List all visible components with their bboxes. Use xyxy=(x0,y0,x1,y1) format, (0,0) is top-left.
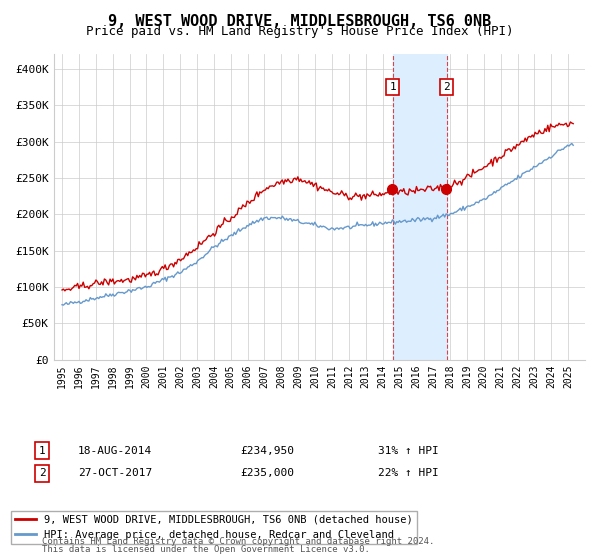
Text: £234,950: £234,950 xyxy=(240,446,294,456)
Text: 1: 1 xyxy=(38,446,46,456)
Text: 22% ↑ HPI: 22% ↑ HPI xyxy=(378,468,439,478)
Bar xyxy=(392,54,446,360)
Text: 18-AUG-2014: 18-AUG-2014 xyxy=(78,446,152,456)
Text: 2: 2 xyxy=(443,82,450,92)
Text: 27-OCT-2017: 27-OCT-2017 xyxy=(78,468,152,478)
Text: 9, WEST WOOD DRIVE, MIDDLESBROUGH, TS6 0NB: 9, WEST WOOD DRIVE, MIDDLESBROUGH, TS6 0… xyxy=(109,14,491,29)
Text: £235,000: £235,000 xyxy=(240,468,294,478)
Text: Price paid vs. HM Land Registry's House Price Index (HPI): Price paid vs. HM Land Registry's House … xyxy=(86,25,514,38)
Text: 31% ↑ HPI: 31% ↑ HPI xyxy=(378,446,439,456)
Text: 2: 2 xyxy=(38,468,46,478)
Text: This data is licensed under the Open Government Licence v3.0.: This data is licensed under the Open Gov… xyxy=(42,545,370,554)
Legend: 9, WEST WOOD DRIVE, MIDDLESBROUGH, TS6 0NB (detached house), HPI: Average price,: 9, WEST WOOD DRIVE, MIDDLESBROUGH, TS6 0… xyxy=(11,511,417,544)
Text: 1: 1 xyxy=(389,82,396,92)
Text: Contains HM Land Registry data © Crown copyright and database right 2024.: Contains HM Land Registry data © Crown c… xyxy=(42,537,434,546)
